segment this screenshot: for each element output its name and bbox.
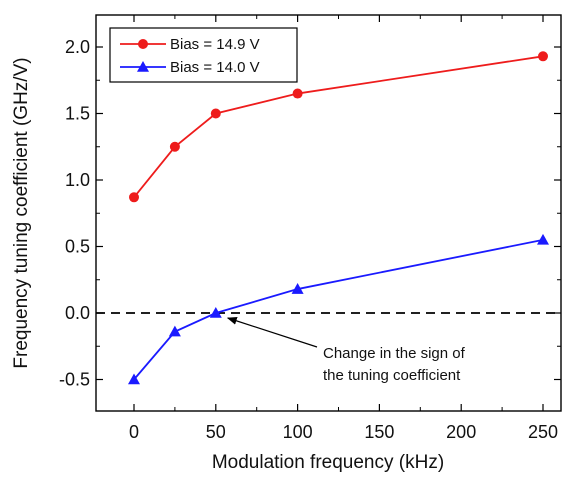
- annotation-group: Change in the sign of the tuning coeffici…: [226, 316, 466, 384]
- y-tick-label: 2.0: [65, 37, 90, 57]
- series-group: [128, 51, 549, 385]
- data-point: [128, 373, 140, 385]
- annotation-text: Change in the sign of: [323, 345, 466, 362]
- x-axis-label: Modulation frequency (kHz): [212, 452, 444, 473]
- legend-marker: [137, 61, 149, 72]
- data-point: [291, 283, 304, 294]
- data-point: [537, 233, 549, 245]
- data-point: [129, 192, 139, 203]
- x-tick-label: 150: [364, 422, 394, 442]
- legend: Bias = 14.9 V Bias = 14.0 V: [109, 27, 298, 83]
- data-point: [168, 325, 181, 337]
- x-tick-label: 250: [528, 422, 558, 442]
- y-tick-label: -0.5: [59, 370, 90, 390]
- annotation-text: the tuning coefficient: [323, 367, 461, 384]
- y-tick-label: 0.0: [65, 303, 90, 323]
- legend-label: Bias = 14.0 V: [170, 59, 260, 76]
- x-tick-label: 100: [283, 422, 313, 442]
- y-tick-label: 0.5: [65, 237, 90, 257]
- x-tick-label: 0: [129, 422, 139, 442]
- x-tick-label: 200: [446, 422, 476, 442]
- y-tick-label: 1.0: [65, 170, 90, 190]
- y-tick-label: 1.5: [65, 104, 90, 124]
- data-point: [209, 307, 222, 318]
- legend-label: Bias = 14.9 V: [170, 36, 260, 53]
- axis-ticks: 0 50 100 150 200 250 -0.5 0.0 0.5 1.0 1.5 2.0: [59, 15, 561, 442]
- legend-box: [109, 27, 298, 83]
- y-axis-label: Frequency tuning coefficient (GHz/V): [11, 57, 32, 368]
- annotation-arrow: [226, 316, 318, 348]
- data-point: [538, 51, 548, 62]
- data-point: [210, 108, 221, 119]
- x-tick-label: 50: [206, 422, 226, 442]
- data-point: [169, 141, 180, 152]
- data-point: [292, 88, 303, 99]
- legend-marker: [138, 39, 148, 49]
